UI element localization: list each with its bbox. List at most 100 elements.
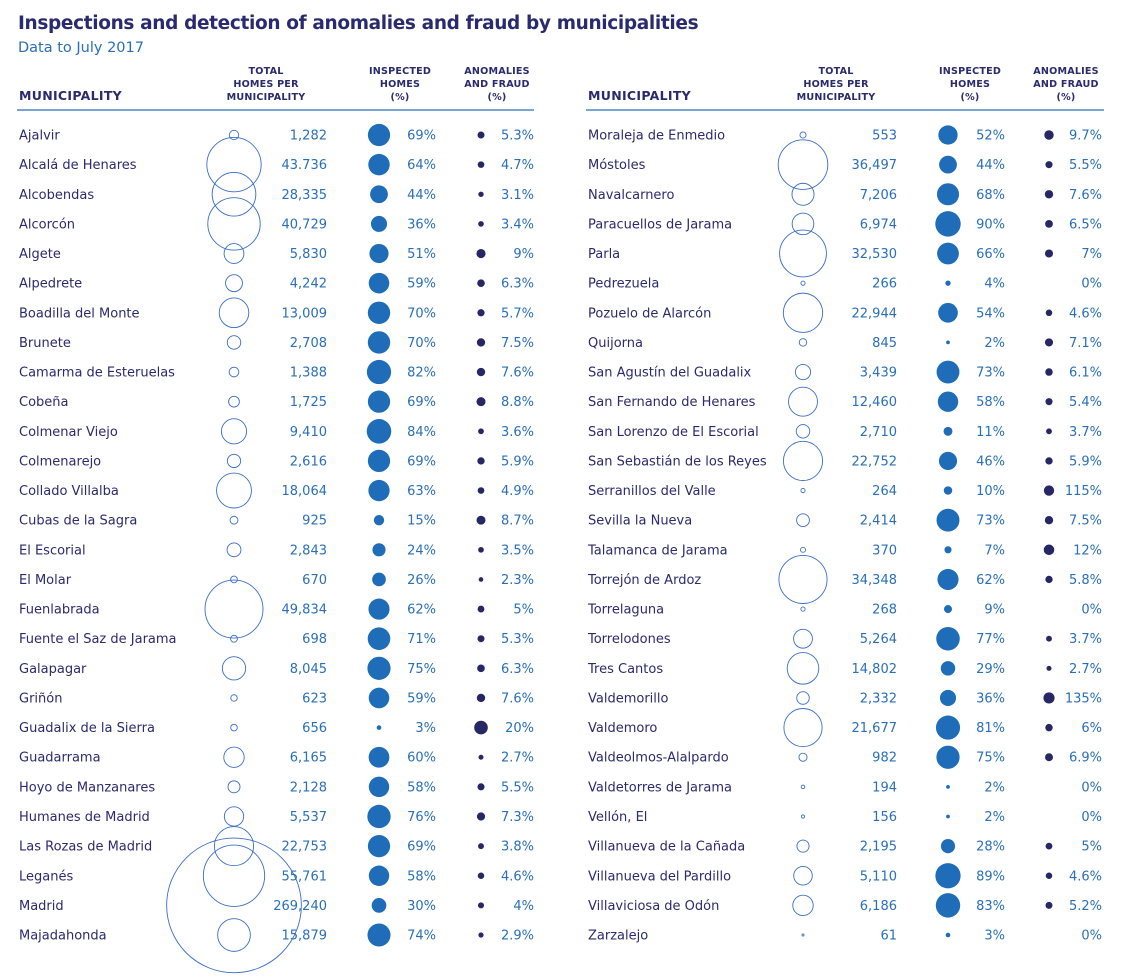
anomalies-value: 6% [1081,721,1102,736]
inspected-value: 24% [407,543,436,558]
anomalies-dot [477,487,485,494]
homes-value: 34,348 [852,573,898,588]
homes-circle [783,708,823,748]
inspected-value: 69% [407,129,436,144]
homes-value: 156 [872,810,897,825]
anomalies-value: 0% [1081,780,1102,795]
anomalies-dot [477,664,485,673]
anomalies-dot [1046,428,1052,435]
homes-value: 6,186 [860,899,897,914]
homes-circle [779,229,827,278]
municipality-name: Boadilla del Monte [19,306,140,321]
homes-circle [786,652,820,685]
homes-value: 9,410 [290,425,327,440]
anomalies-dot [478,191,484,197]
municipality-name: Torrejón de Ardoz [587,573,701,588]
homes-circle [793,628,813,649]
anomalies-dot [1043,485,1055,496]
homes-circle [793,866,813,886]
inspected-dot [367,834,391,858]
inspected-value: 63% [407,484,436,499]
inspected-dot [368,687,390,709]
homes-value: 623 [302,691,327,706]
municipality-name: Guadarrama [19,751,101,766]
municipality-name: Humanes de Madrid [19,810,150,825]
anomalies-value: 7.1% [1069,336,1102,351]
inspected-value: 2% [984,780,1005,795]
inspected-dot [946,784,950,789]
anomalies-dot [477,279,485,287]
homes-value: 13,009 [282,306,328,321]
inspected-dot [367,301,391,324]
inspected-value: 75% [976,751,1005,766]
inspected-value: 28% [976,840,1005,855]
municipality-name: Talamanca de Jarama [587,543,728,558]
inspected-dot [366,359,392,385]
inspected-dot [367,656,391,680]
inspected-value: 3% [415,721,436,736]
anomalies-dot [477,161,485,168]
anomalies-dot [1045,368,1053,376]
inspected-value: 71% [407,632,436,647]
homes-value: 656 [302,721,327,736]
homes-circle [800,546,806,553]
anomalies-value: 2.9% [501,929,534,944]
municipality-name: Valdetorres de Jarama [588,780,732,795]
homes-value: 2,414 [860,514,897,529]
homes-circle [800,784,806,790]
municipality-name: Hoyo de Manzanares [19,780,155,795]
homes-value: 32,530 [852,247,898,262]
inspected-value: 77% [976,632,1005,647]
inspected-value: 62% [407,603,436,618]
anomalies-dot [477,605,485,613]
anomalies-value: 5% [513,603,534,618]
anomalies-value: 5.9% [501,454,534,469]
inspected-value: 83% [976,899,1005,914]
homes-value: 5,537 [290,810,327,825]
anomalies-dot [476,693,486,703]
inspected-header: HOMES [950,79,990,90]
municipality-name: Vellón, El [588,810,647,825]
inspected-dot [939,155,957,174]
homes-circle [800,606,806,612]
inspected-value: 82% [407,366,436,381]
homes-value: 8,045 [290,662,327,677]
homes-value: 12,460 [852,395,898,410]
homes-circle [791,212,815,236]
homes-circle [795,424,811,439]
homes-circle [207,197,261,251]
inspected-dot [943,426,953,436]
inspected-dot [936,745,960,769]
homes-value: 22,753 [282,840,328,855]
anomalies-dot [1045,220,1053,228]
homes-circle [777,139,829,190]
inspected-dot [945,932,951,938]
homes-circle [799,131,807,139]
inspected-dot [940,661,956,676]
municipality-name: Collado Villalba [19,484,119,499]
municipality-name: Serranillos del Valle [588,484,716,499]
anomalies-header: AND FRAUD [464,79,529,90]
homes-value: 268 [872,603,897,618]
anomalies-value: 5% [1081,840,1102,855]
municipality-name: Guadalix de la Sierra [19,721,155,736]
municipality-name: Tres Cantos [587,662,663,677]
homes-value: 7,206 [860,188,897,203]
municipality-name: Torrelaguna [587,603,664,618]
total-homes-header: HOMES PER [233,79,299,90]
homes-value: 982 [872,751,897,766]
homes-value: 670 [302,573,327,588]
anomalies-dot [477,872,485,880]
anomalies-dot [1044,190,1054,199]
homes-circle [801,933,805,937]
municipality-name: Valdemorillo [588,691,669,706]
anomalies-dot [477,309,485,317]
municipality-name: Alcobendas [19,188,94,203]
homes-circle [204,579,264,639]
municipality-name: Parla [588,247,620,262]
inspected-dot [946,814,950,819]
homes-circle [223,746,245,768]
homes-value: 15,879 [282,929,328,944]
anomalies-dot [477,457,485,465]
inspected-value: 69% [407,840,436,855]
